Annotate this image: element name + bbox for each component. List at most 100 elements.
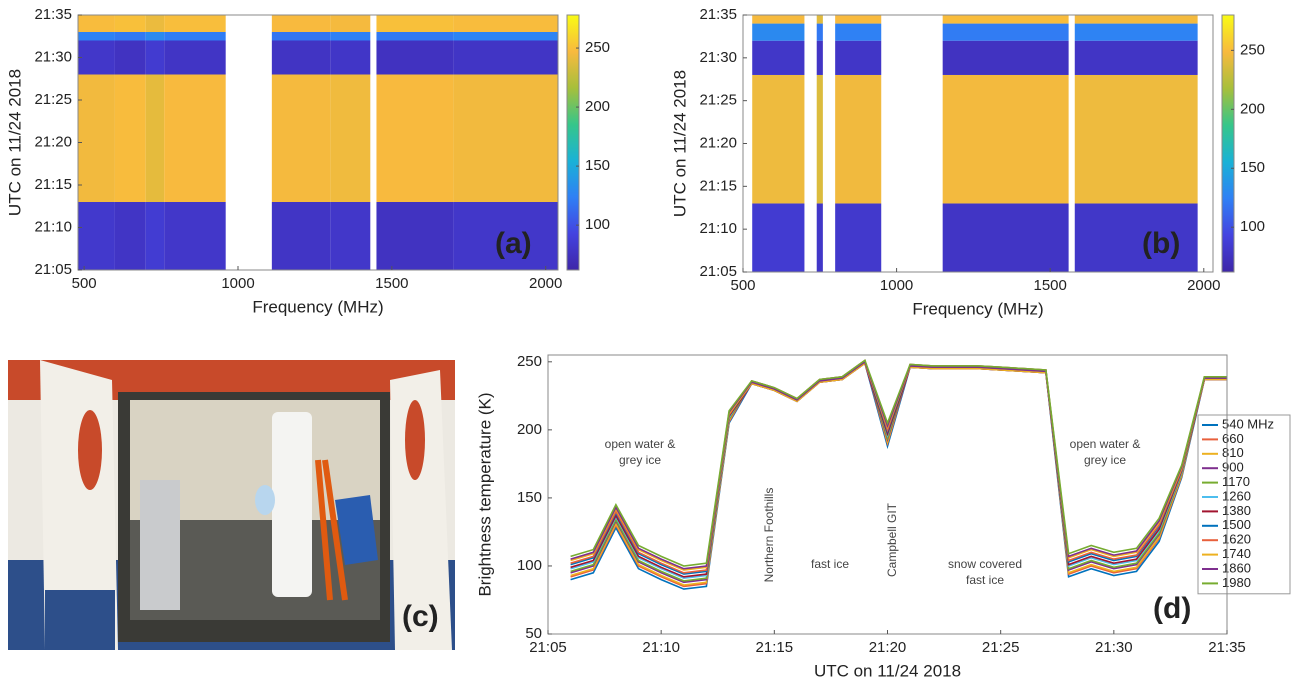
heatmap-cell [271, 32, 331, 41]
y-tick-label: 200 [517, 421, 542, 438]
heatmap-cell [816, 74, 823, 204]
colorbar-tick-label: 150 [1240, 159, 1265, 176]
heatmap-cell [78, 202, 115, 270]
heatmap-cell [330, 32, 371, 41]
x-tick-label: 1000 [221, 275, 254, 292]
y-tick-label: 21:25 [699, 92, 737, 109]
x-tick-label: 2000 [1187, 277, 1220, 294]
legend-label: 1260 [1222, 488, 1251, 503]
heatmap-cell [145, 32, 165, 41]
heatmap-cell [164, 40, 226, 75]
y-axis-label: Brightness temperature (K) [475, 392, 494, 596]
panel: 100 150 200 250 500 1000 1500 2000 21:05 21:10 21:… [670, 6, 1265, 319]
y-axis-label: UTC on 11/24 2018 [670, 70, 689, 217]
heatmap-cell [330, 202, 371, 270]
x-tick-label: 21:25 [982, 639, 1020, 656]
heatmap-cell [78, 15, 115, 32]
heatmap-cell [453, 32, 558, 41]
heatmap-cell [330, 15, 371, 32]
panel-label: (a) [495, 227, 532, 260]
x-tick-label: 1500 [1034, 277, 1067, 294]
y-tick-label: 21:15 [699, 177, 737, 194]
heatmap-cell [114, 202, 146, 270]
y-tick-label: 21:10 [699, 220, 737, 237]
heatmap-cell [376, 15, 454, 32]
colorbar-tick-label: 250 [585, 39, 610, 56]
y-tick-label: 21:20 [699, 134, 737, 151]
heatmap-cell [376, 202, 454, 270]
y-tick-label: 21:10 [34, 218, 72, 235]
x-tick-label: 21:05 [529, 639, 567, 656]
heatmap-cell [752, 203, 805, 272]
heatmap-cell [78, 32, 115, 41]
heatmap-cell [1074, 203, 1198, 272]
colorbar-tick-label: 100 [1240, 218, 1265, 235]
annotation: Northern Foothills [762, 488, 776, 583]
heatmap-cell [78, 74, 115, 202]
y-tick-label: 21:15 [34, 176, 72, 193]
heatmap-cell [752, 40, 805, 75]
annotation: grey ice [619, 453, 661, 467]
heatmap-cell [816, 203, 823, 272]
legend-label: 660 [1222, 431, 1244, 446]
y-tick-label: 21:20 [34, 133, 72, 150]
x-tick-label: 500 [72, 275, 97, 292]
heatmap-cell [835, 23, 882, 41]
heatmap-cell [1074, 74, 1198, 204]
x-tick-label: 21:35 [1208, 639, 1246, 656]
heatmap-cell [271, 40, 331, 75]
x-axis-label: UTC on 11/24 2018 [814, 661, 961, 680]
heatmap-cell [1074, 15, 1198, 24]
y-tick-label: 21:05 [34, 261, 72, 278]
colorbar-tick-label: 200 [585, 98, 610, 115]
y-tick-label: 50 [525, 625, 542, 642]
heatmap-cell [376, 40, 454, 75]
heatmap-cell [164, 74, 226, 202]
y-tick-label: 21:05 [699, 263, 737, 280]
panel-label: (c) [402, 600, 439, 633]
y-tick-label: 21:35 [34, 6, 72, 23]
heatmap-cell [835, 15, 882, 24]
y-tick-label: 21:25 [34, 91, 72, 108]
y-tick-label: 250 [517, 353, 542, 370]
heatmap-cell [330, 40, 371, 75]
colorbar-tick-label: 150 [585, 157, 610, 174]
heatmap-cell [114, 40, 146, 75]
legend-label: 1860 [1222, 560, 1251, 575]
heatmap-cell [752, 23, 805, 41]
panel: open water & grey ice Northern Foothills fa… [475, 353, 1291, 680]
colorbar [566, 14, 580, 271]
heatmap-cell [942, 23, 1069, 41]
heatmap-cell [1074, 40, 1198, 75]
heatmap-cell [752, 74, 805, 204]
colorbar [1221, 14, 1235, 273]
heatmap-cell [453, 202, 558, 270]
heatmap-cell [164, 15, 226, 32]
annotation: grey ice [1084, 453, 1126, 467]
legend-label: 1380 [1222, 503, 1251, 518]
series-line [570, 359, 1227, 567]
heatmap-cell [752, 15, 805, 24]
annotation: open water & [1070, 437, 1141, 451]
heatmap-cell [942, 15, 1069, 24]
x-tick-label: 2000 [529, 275, 562, 292]
x-tick-label: 21:30 [1095, 639, 1133, 656]
y-tick-label: 21:30 [34, 48, 72, 65]
legend-label: 900 [1222, 460, 1244, 475]
heatmap-cell [816, 23, 823, 41]
panel-label: (d) [1153, 592, 1191, 625]
panel-label: (b) [1142, 227, 1180, 260]
x-tick-label: 500 [730, 277, 755, 294]
heatmap-cell [164, 32, 226, 41]
heatmap-cell [164, 202, 226, 270]
annotation: fast ice [811, 557, 849, 571]
heatmap-cell [376, 32, 454, 41]
legend-label: 540 MHz [1222, 416, 1274, 431]
heatmap-cell [835, 203, 882, 272]
heatmap-cell [114, 74, 146, 202]
heatmap-cell [330, 74, 371, 202]
y-tick-label: 21:30 [699, 49, 737, 66]
heatmap-cell [271, 74, 331, 202]
x-tick-label: 1000 [880, 277, 913, 294]
